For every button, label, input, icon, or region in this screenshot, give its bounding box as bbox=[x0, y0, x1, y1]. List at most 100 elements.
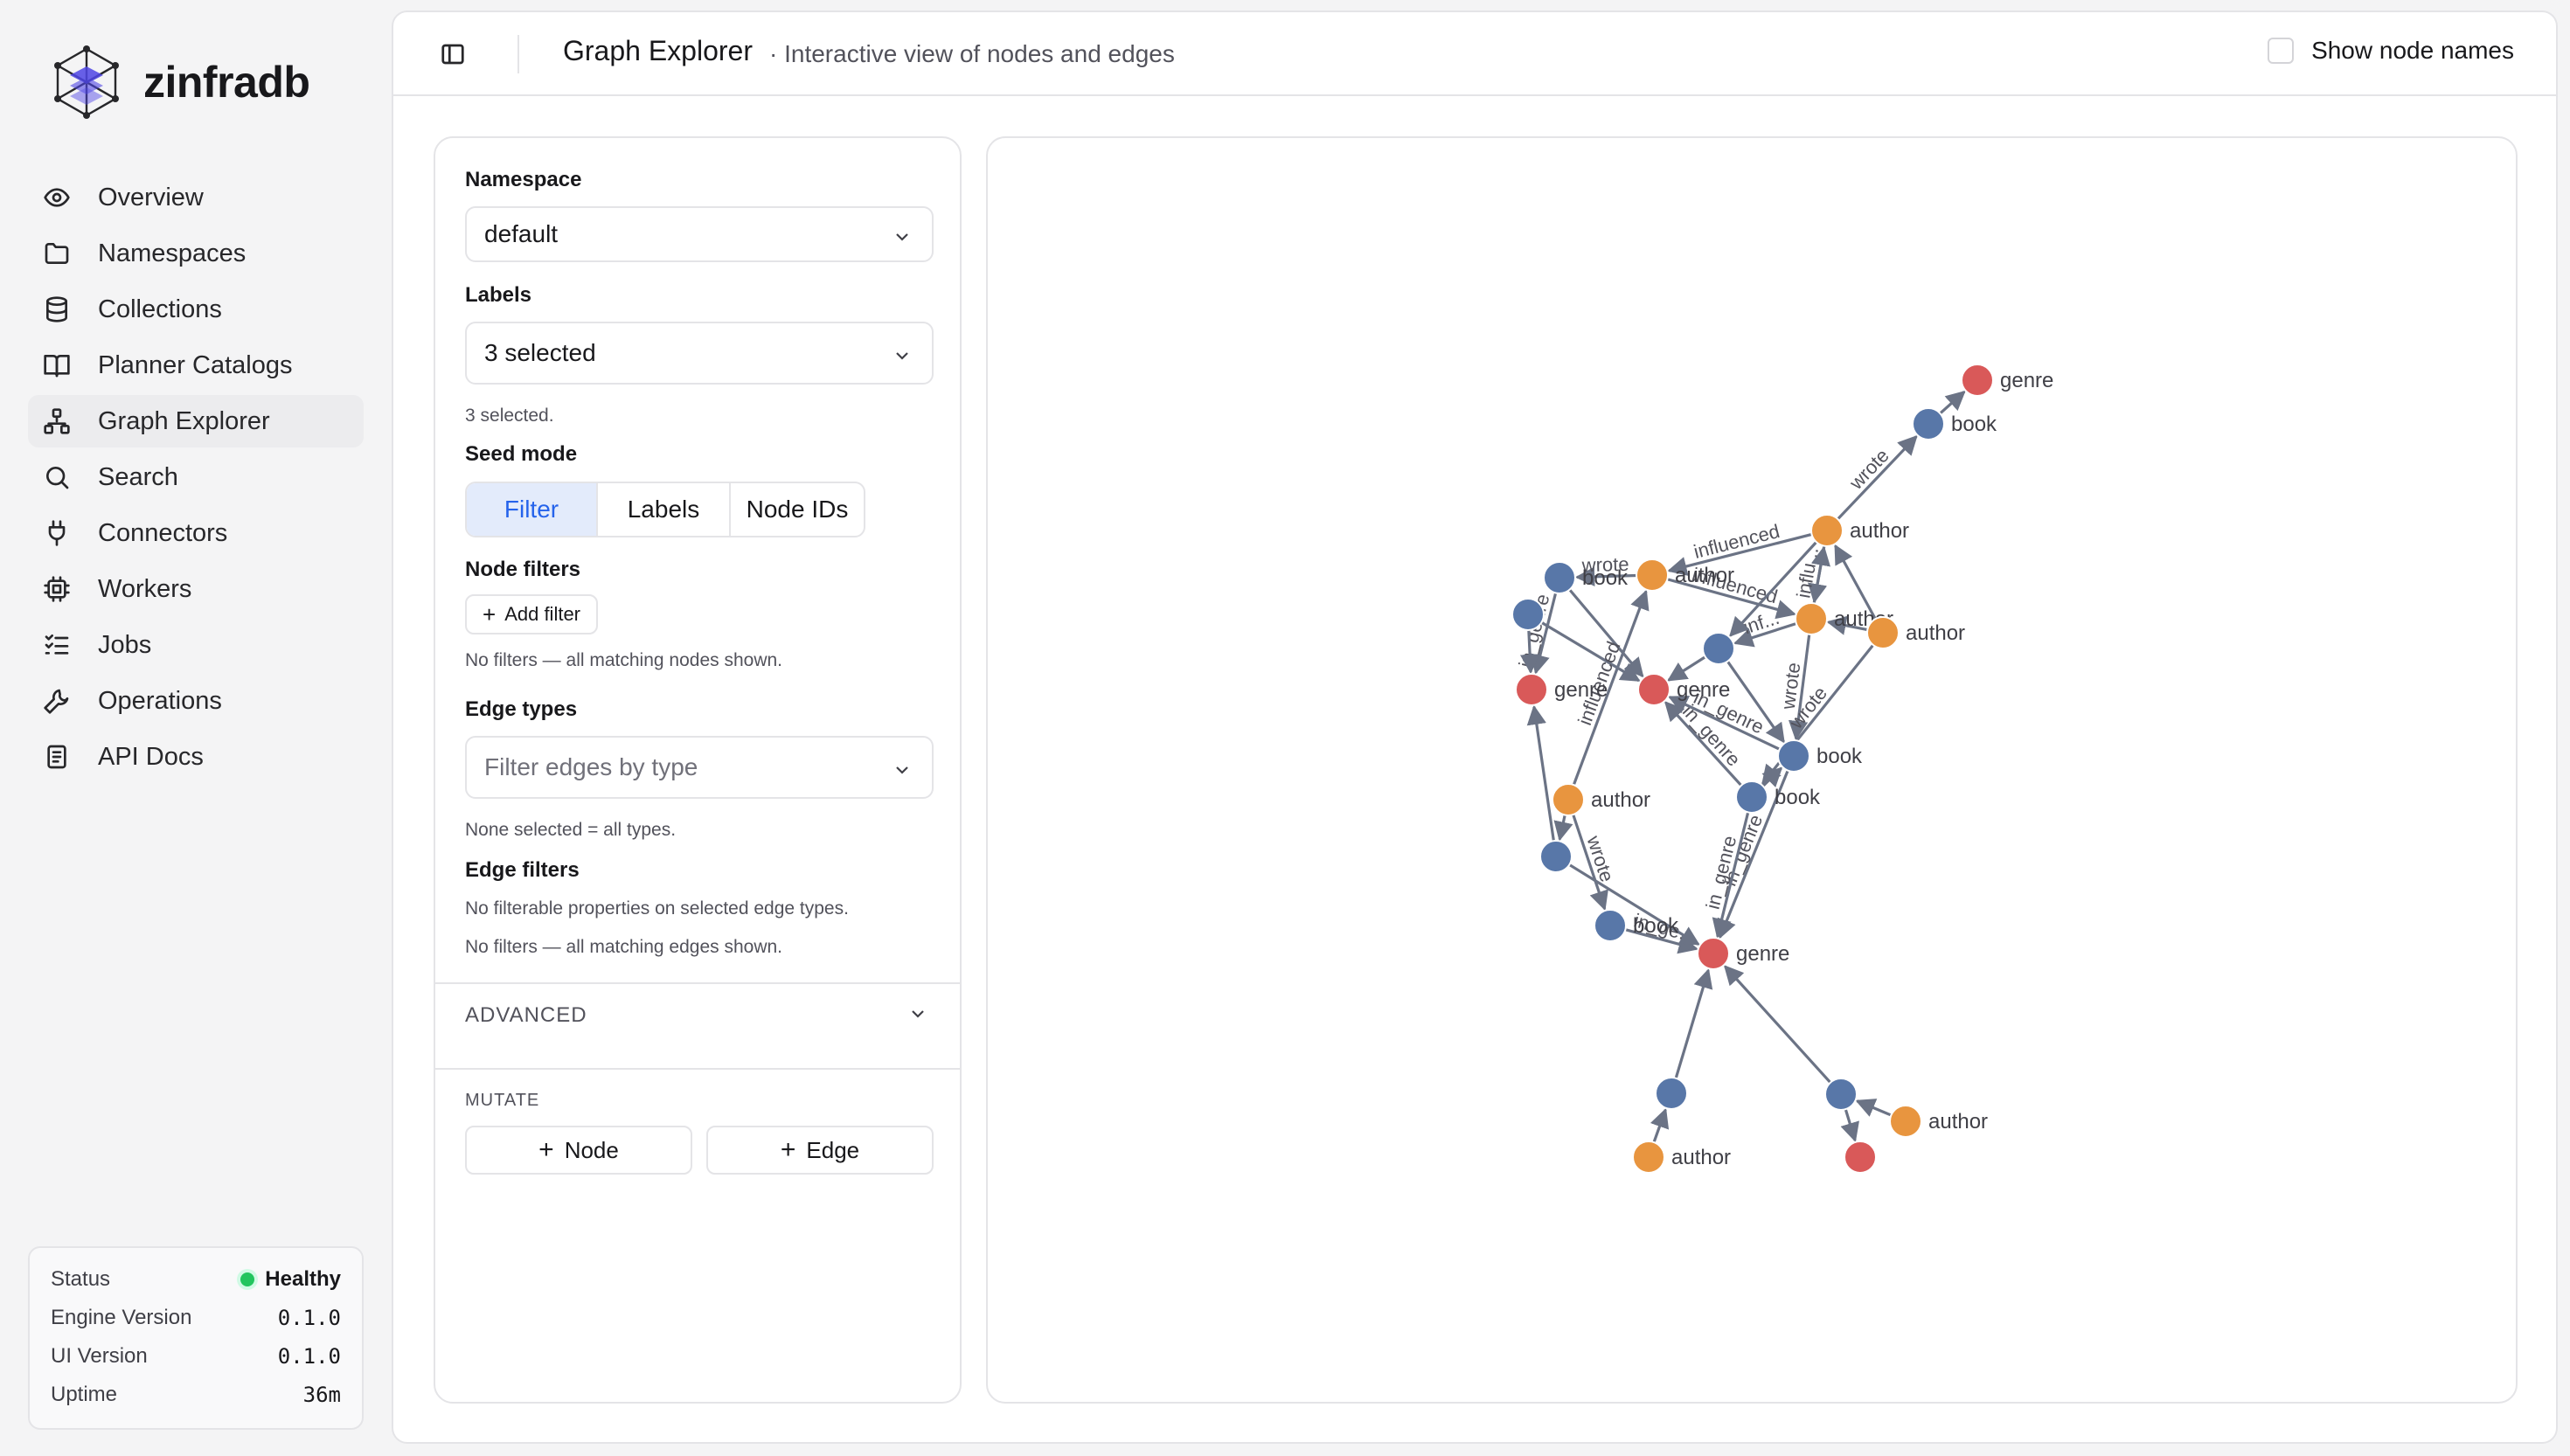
graph-node-author[interactable]: author bbox=[1552, 783, 1650, 816]
graph-node-book[interactable]: book bbox=[1735, 780, 1821, 814]
node-circle[interactable] bbox=[1539, 840, 1573, 873]
graph-node-author[interactable]: author bbox=[1889, 1105, 1988, 1138]
graph-edge[interactable] bbox=[1666, 578, 1796, 620]
graph-edge[interactable] bbox=[1834, 544, 1877, 620]
node-circle[interactable] bbox=[1824, 1078, 1858, 1111]
node-circle[interactable] bbox=[1552, 783, 1585, 816]
node-circle[interactable] bbox=[1844, 1141, 1877, 1174]
graph-edge[interactable] bbox=[1729, 541, 1818, 637]
graph-node-book[interactable]: book bbox=[1594, 909, 1679, 942]
graph-node-genre[interactable]: genre bbox=[1697, 937, 1789, 970]
brand[interactable]: zinfradb bbox=[51, 44, 310, 121]
seed-mode-filter-button[interactable]: Filter bbox=[467, 483, 598, 536]
graph-edge[interactable] bbox=[1574, 566, 1637, 587]
node-circle[interactable] bbox=[1632, 1141, 1665, 1174]
sidebar-item-planner-catalogs[interactable]: Planner Catalogs bbox=[28, 339, 364, 392]
edge-types-select[interactable]: Filter edges by type bbox=[465, 736, 934, 799]
node-circle[interactable] bbox=[1735, 780, 1768, 814]
graph-edge[interactable] bbox=[1855, 1099, 1893, 1117]
show-node-names-checkbox[interactable] bbox=[2268, 38, 2295, 64]
graph-edge[interactable] bbox=[1572, 589, 1650, 786]
graph-node-book[interactable]: book bbox=[1543, 561, 1629, 594]
graph-edge[interactable] bbox=[1837, 434, 1918, 521]
graph-node-author[interactable]: author bbox=[1632, 1141, 1731, 1174]
node-circle[interactable] bbox=[1543, 561, 1576, 594]
graph-node-book[interactable] bbox=[1539, 840, 1573, 873]
advanced-section-toggle[interactable]: ADVANCED bbox=[465, 1003, 587, 1027]
graph-node-author[interactable]: author bbox=[1636, 558, 1734, 592]
graph-edge[interactable] bbox=[1666, 655, 1706, 682]
graph-edge[interactable] bbox=[1840, 1108, 1859, 1143]
graph-edge[interactable] bbox=[1519, 629, 1540, 675]
sidebar-item-namespaces[interactable]: Namespaces bbox=[28, 227, 364, 280]
graph-edge[interactable] bbox=[1568, 588, 1644, 678]
show-node-names-toggle[interactable]: Show node names bbox=[2268, 37, 2514, 65]
graph-node-book[interactable] bbox=[1702, 632, 1735, 665]
add-filter-button[interactable]: + Add filter bbox=[465, 594, 599, 634]
graph-node-author[interactable]: author bbox=[1866, 616, 1965, 649]
chevron-down-icon[interactable] bbox=[907, 1003, 928, 1024]
add-edge-button[interactable]: + Edge bbox=[706, 1126, 934, 1175]
graph-edge[interactable] bbox=[1650, 1107, 1670, 1143]
graph-edge[interactable] bbox=[1540, 621, 1641, 683]
node-circle[interactable] bbox=[1912, 407, 1945, 440]
sidebar-item-api-docs[interactable]: API Docs bbox=[28, 731, 364, 783]
graph-edge[interactable] bbox=[1526, 704, 1555, 842]
graph-edge[interactable] bbox=[1788, 634, 1811, 741]
node-circle[interactable] bbox=[1637, 673, 1670, 706]
labels-select[interactable]: 3 selected bbox=[465, 322, 934, 385]
graph-edge[interactable] bbox=[1761, 766, 1783, 788]
add-node-button[interactable]: + Node bbox=[465, 1126, 692, 1175]
graph-node-book[interactable] bbox=[1655, 1077, 1688, 1110]
graph-node-genre[interactable] bbox=[1844, 1141, 1877, 1174]
sidebar-item-overview[interactable]: Overview bbox=[28, 171, 364, 224]
graph-edge[interactable] bbox=[1553, 815, 1573, 842]
node-circle[interactable] bbox=[1810, 514, 1844, 547]
node-circle[interactable] bbox=[1702, 632, 1735, 665]
node-circle[interactable] bbox=[1655, 1077, 1688, 1110]
graph-edge[interactable] bbox=[1624, 928, 1698, 954]
graph-node-book[interactable] bbox=[1824, 1078, 1858, 1111]
graph-edge[interactable] bbox=[1939, 390, 1966, 415]
graph-node-book[interactable]: book bbox=[1777, 739, 1863, 773]
node-circle[interactable] bbox=[1777, 739, 1810, 773]
namespace-select[interactable]: default bbox=[465, 206, 934, 262]
graph-edge[interactable] bbox=[1667, 532, 1812, 576]
sidebar-item-workers[interactable]: Workers bbox=[28, 563, 364, 615]
node-circle[interactable] bbox=[1697, 937, 1730, 970]
sidebar-item-operations[interactable]: Operations bbox=[28, 675, 364, 727]
graph-edge[interactable] bbox=[1568, 863, 1700, 946]
graph-edge[interactable] bbox=[1726, 660, 1785, 744]
graph-edge[interactable] bbox=[1664, 701, 1743, 787]
graph-edge[interactable] bbox=[1733, 621, 1797, 648]
graph-edge[interactable] bbox=[1723, 965, 1832, 1084]
node-circle[interactable] bbox=[1961, 364, 1994, 397]
graph-node-author[interactable]: author bbox=[1810, 514, 1909, 547]
seed-mode-labels-button[interactable]: Labels bbox=[598, 483, 731, 536]
node-circle[interactable] bbox=[1866, 616, 1900, 649]
sidebar-item-collections[interactable]: Collections bbox=[28, 283, 364, 336]
node-circle[interactable] bbox=[1889, 1105, 1922, 1138]
graph-node-genre[interactable]: genre bbox=[1515, 673, 1608, 706]
sidebar-item-graph-explorer[interactable]: Graph Explorer bbox=[28, 395, 364, 447]
node-circle[interactable] bbox=[1795, 602, 1828, 635]
graph-node-book[interactable] bbox=[1511, 598, 1545, 631]
graph-node-genre[interactable]: genre bbox=[1637, 673, 1730, 706]
graph-edge[interactable] bbox=[1674, 968, 1713, 1079]
sidebar-toggle-button[interactable] bbox=[437, 38, 469, 70]
graph-edge[interactable] bbox=[1717, 770, 1789, 939]
sidebar-item-search[interactable]: Search bbox=[28, 451, 364, 503]
seed-mode-node-ids-button[interactable]: Node IDs bbox=[746, 496, 849, 523]
graph-edge[interactable] bbox=[1668, 696, 1781, 751]
node-circle[interactable] bbox=[1511, 598, 1545, 631]
graph-edge[interactable] bbox=[1810, 545, 1830, 604]
node-circle[interactable] bbox=[1636, 558, 1669, 592]
graph-edge[interactable] bbox=[1712, 812, 1750, 939]
sidebar-item-jobs[interactable]: Jobs bbox=[28, 619, 364, 671]
node-circle[interactable] bbox=[1515, 673, 1548, 706]
graph-node-genre[interactable]: genre bbox=[1961, 364, 2053, 397]
graph-canvas[interactable]: wrote influenced influ... wrote wrote wrote in… bbox=[986, 136, 2518, 1404]
node-circle[interactable] bbox=[1594, 909, 1627, 942]
sidebar-item-connectors[interactable]: Connectors bbox=[28, 507, 364, 559]
